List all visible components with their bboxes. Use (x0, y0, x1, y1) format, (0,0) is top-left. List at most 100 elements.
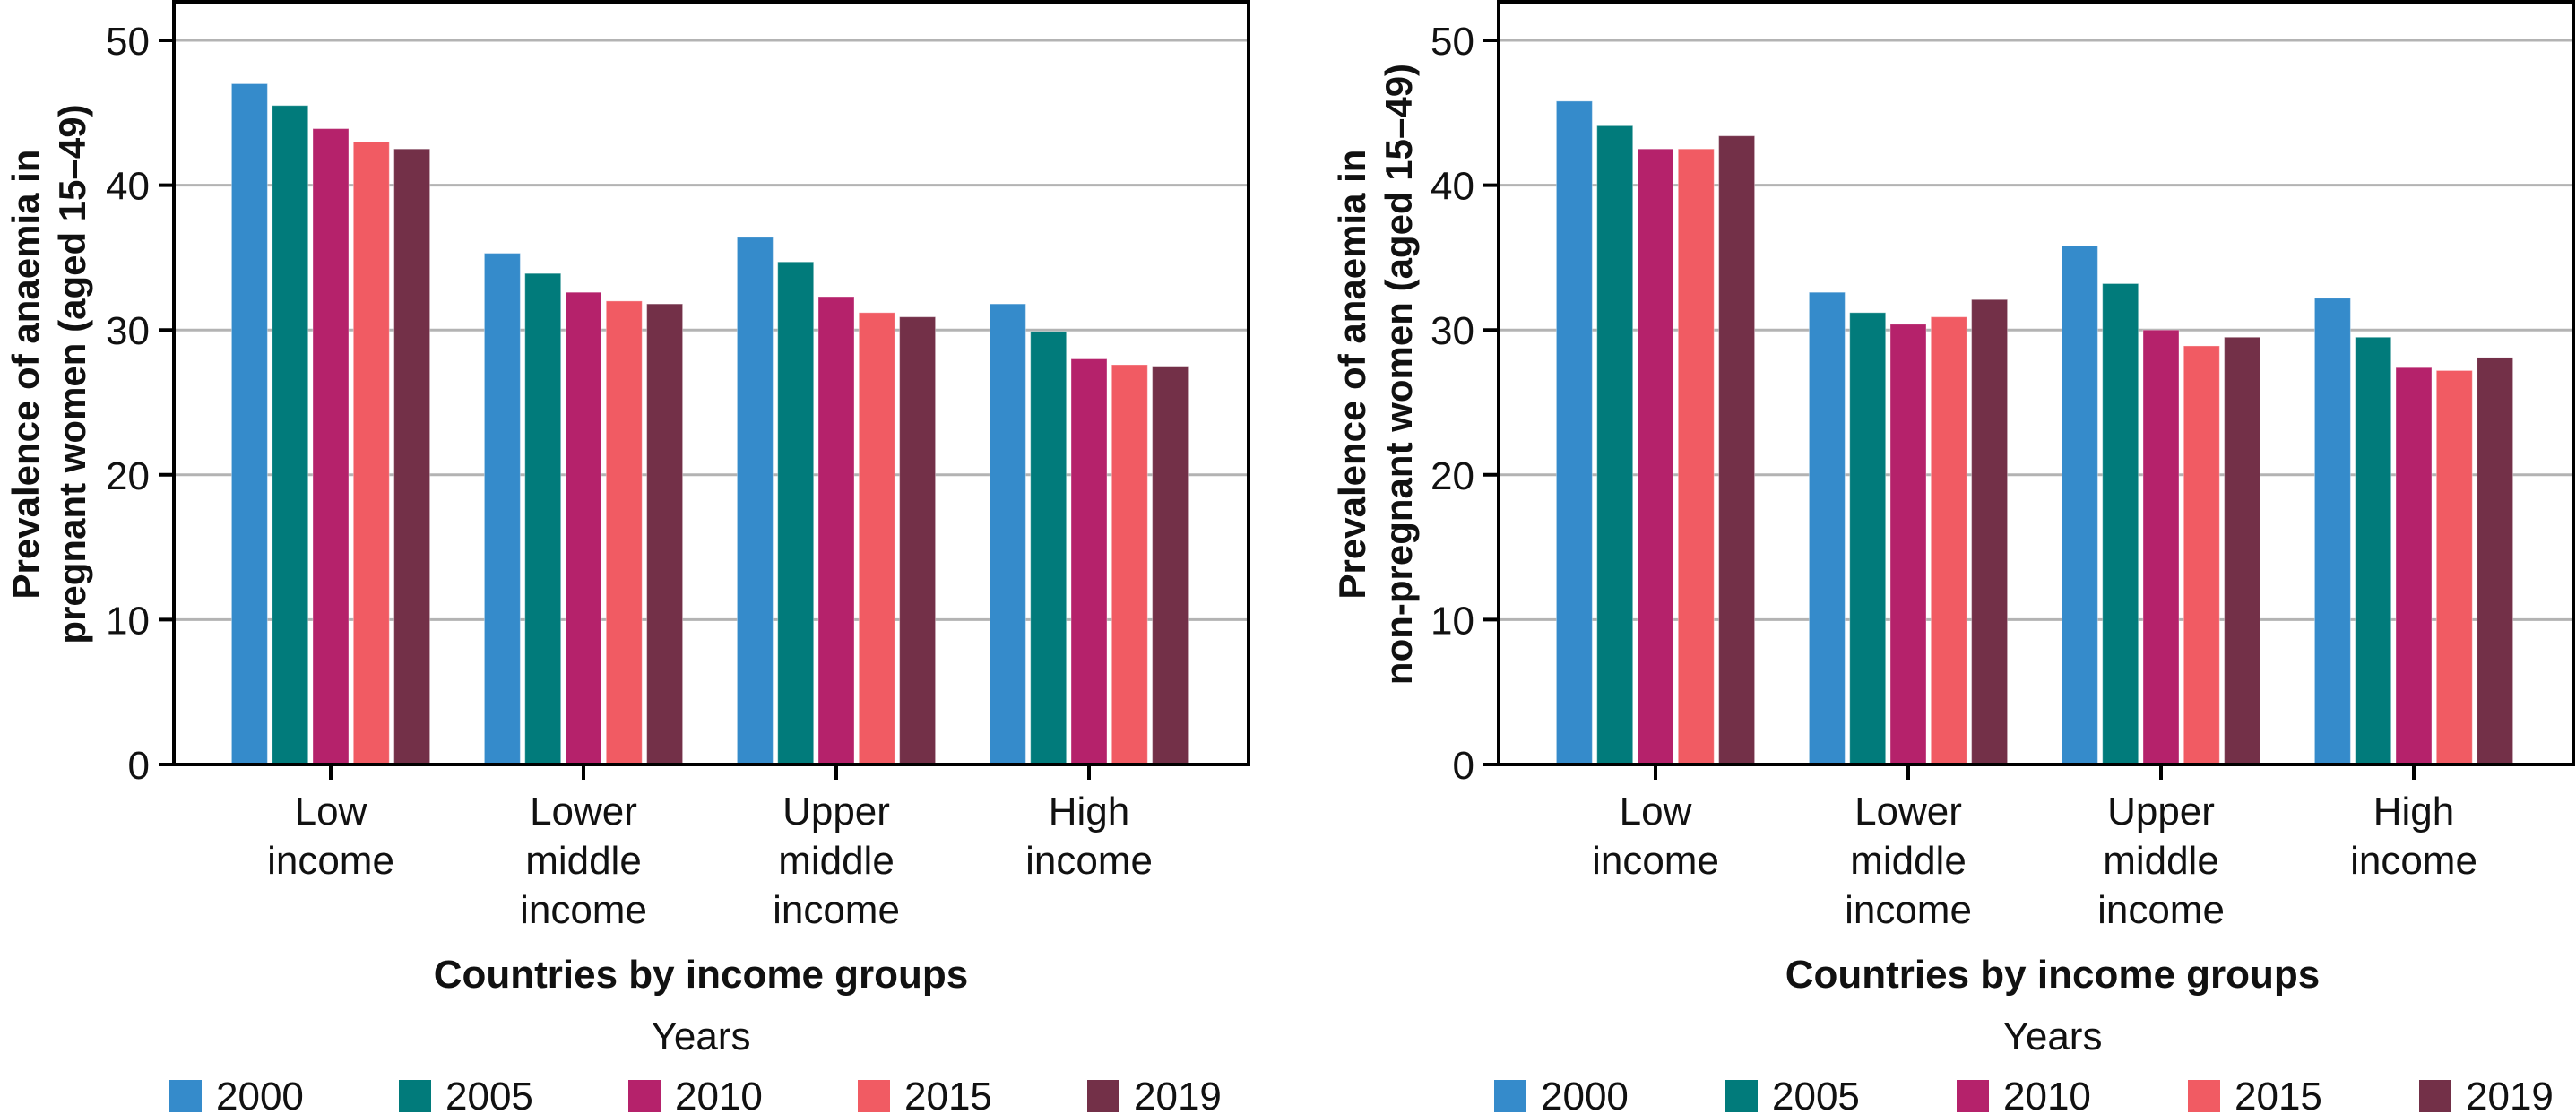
bar-2010-lower-middle-income (565, 291, 602, 765)
bar-2005-low-income (1596, 125, 1634, 765)
legend-swatch (858, 1080, 890, 1112)
y-axis-title: Prevalence of anaemia in (1331, 150, 1373, 600)
legend-label: 2019 (1134, 1075, 1222, 1114)
x-tick-label: middle (2103, 839, 2219, 883)
bar-2005-lower-middle-income (524, 272, 562, 765)
legend-item-2010: 2010 (1957, 1075, 2091, 1114)
y-axis-title: pregnant women (aged 15–49) (51, 104, 93, 643)
bar-2010-low-income (312, 128, 350, 765)
x-tick-label: income (2350, 839, 2477, 883)
legend-label: 2005 (445, 1075, 533, 1114)
x-tick-label: income (1592, 839, 1719, 883)
x-tick-label: income (520, 888, 647, 932)
bar-2019-high-income (2477, 357, 2514, 765)
x-tick-label: High (2373, 790, 2455, 833)
bar-2000-low-income (1555, 100, 1593, 765)
legend-swatch (2188, 1080, 2220, 1112)
x-tick-label: Low (1620, 790, 1692, 833)
legend-title: Years (652, 1015, 751, 1058)
x-tick-label: High (1049, 790, 1130, 833)
plot-frame (1497, 0, 2575, 766)
bar-2005-lower-middle-income (1849, 312, 1887, 765)
y-tick-label: 10 (106, 599, 150, 643)
legend-item-2019: 2019 (1087, 1075, 1222, 1114)
legend-item-2010: 2010 (628, 1075, 763, 1114)
legend-item-2005: 2005 (1725, 1075, 1860, 1114)
legend-swatch (1957, 1080, 1989, 1112)
legend-item-2000: 2000 (1494, 1075, 1629, 1114)
bar-2010-lower-middle-income (1889, 324, 1927, 765)
y-tick-label: 40 (1431, 165, 1474, 209)
bar-2000-lower-middle-income (1808, 291, 1846, 765)
legend-label: 2015 (2235, 1075, 2322, 1114)
bar-2000-high-income (2313, 298, 2351, 765)
plot-frame (172, 0, 1250, 766)
bar-2010-upper-middle-income (2142, 329, 2180, 765)
bar-2019-lower-middle-income (1971, 298, 2009, 765)
x-tick-label: middle (525, 839, 642, 883)
y-axis-title: non-pregnant women (aged 15–49) (1378, 64, 1420, 685)
bar-2019-upper-middle-income (2224, 336, 2261, 765)
y-tick-label: 30 (106, 309, 150, 353)
chart-pregnant-women: 0 10 20 30 40 50 Low income Lower middle income Upp… (4, 0, 1250, 1114)
bar-2019-high-income (1152, 366, 1189, 765)
legend-swatch (399, 1080, 431, 1112)
bar-2019-low-income (1718, 135, 1756, 765)
bar-2010-high-income (2395, 367, 2433, 765)
bar-2019-low-income (393, 148, 431, 765)
x-axis-title: Countries by income groups (1785, 953, 2321, 997)
x-tick-label: income (2097, 888, 2225, 932)
bar-2005-high-income (2355, 336, 2392, 765)
bar-2019-lower-middle-income (646, 303, 684, 765)
bar-2015-lower-middle-income (605, 300, 643, 765)
bar-2019-upper-middle-income (899, 316, 937, 765)
legend-item-2015: 2015 (2188, 1075, 2322, 1114)
bar-2005-low-income (272, 105, 309, 765)
legend-label: 2019 (2466, 1075, 2554, 1114)
x-tick-label: Upper (2107, 790, 2215, 833)
legend-item-2015: 2015 (858, 1075, 992, 1114)
x-tick-label: Lower (530, 790, 637, 833)
legend-label: 2000 (216, 1075, 304, 1114)
legend-label: 2010 (2003, 1075, 2091, 1114)
legend-swatch (1725, 1080, 1758, 1112)
bar-2015-upper-middle-income (2183, 345, 2220, 765)
x-tick-label: Lower (1854, 790, 1962, 833)
bar-2000-high-income (989, 303, 1026, 765)
y-tick-label: 50 (1431, 20, 1474, 64)
bar-2010-upper-middle-income (817, 296, 855, 765)
legend-item-2005: 2005 (399, 1075, 533, 1114)
legend-swatch (2419, 1080, 2451, 1112)
bar-2005-high-income (1030, 331, 1068, 765)
bar-2005-upper-middle-income (2102, 282, 2139, 765)
bar-2015-low-income (352, 141, 390, 765)
x-tick-label: middle (778, 839, 895, 883)
x-axis-title: Countries by income groups (434, 953, 969, 997)
legend-item-2019: 2019 (2419, 1075, 2554, 1114)
bar-2000-upper-middle-income (736, 237, 774, 765)
x-tick-label: income (773, 888, 900, 932)
x-tick-label: Upper (782, 790, 890, 833)
legend-label: 2000 (1541, 1075, 1629, 1114)
bar-2000-lower-middle-income (483, 253, 521, 765)
y-tick-label: 50 (106, 20, 150, 64)
bar-2015-high-income (1111, 364, 1148, 765)
bar-2015-lower-middle-income (1930, 316, 1967, 765)
bar-2015-low-income (1677, 148, 1715, 765)
x-tick-label: income (1845, 888, 1972, 932)
bar-2010-high-income (1070, 358, 1108, 765)
legend-label: 2015 (904, 1075, 992, 1114)
y-tick-label: 10 (1431, 599, 1474, 643)
legend-swatch (1494, 1080, 1526, 1112)
bar-2000-upper-middle-income (2061, 245, 2098, 765)
y-tick-label: 20 (106, 454, 150, 498)
legend-item-2000: 2000 (169, 1075, 304, 1114)
y-tick-label: 0 (1453, 744, 1474, 788)
chart-non-pregnant-women: 0 10 20 30 40 50 Low income Lower middle income Upp… (1331, 0, 2575, 1114)
bar-2015-high-income (2435, 369, 2473, 765)
bar-2000-low-income (230, 82, 268, 765)
bar-2005-upper-middle-income (777, 261, 815, 765)
x-tick-label: Low (295, 790, 367, 833)
legend-swatch (1087, 1080, 1119, 1112)
